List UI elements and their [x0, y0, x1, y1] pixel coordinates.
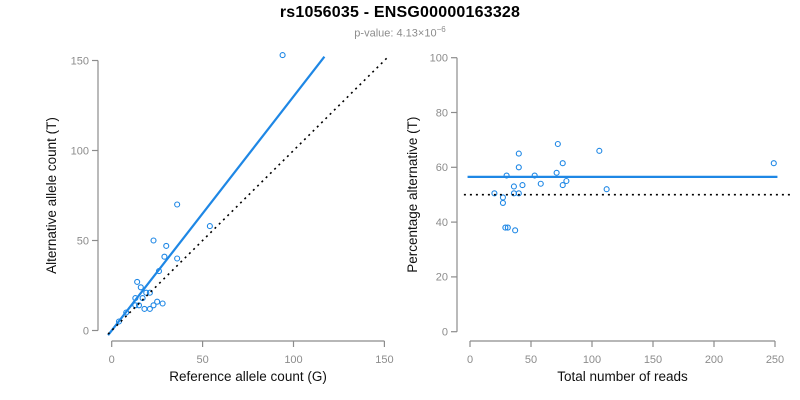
- data-point: [499, 199, 506, 206]
- left-plot: 0 50 100 150 0 50 100 150 Reference allele count…: [44, 52, 394, 384]
- data-point: [137, 284, 144, 291]
- data-point: [154, 298, 161, 305]
- left-points: [115, 52, 286, 325]
- identity-line: [107, 56, 389, 335]
- data-point: [504, 224, 511, 231]
- data-point: [519, 182, 526, 189]
- x-tick-label: 50: [196, 354, 208, 366]
- y-tick-label: 0: [442, 327, 448, 339]
- y-tick-label: 40: [436, 217, 448, 229]
- y-tick-label: 20: [436, 272, 448, 284]
- right-x-axis-title: Total number of reads: [557, 369, 688, 384]
- data-point: [515, 150, 522, 157]
- data-point: [174, 201, 181, 208]
- y-tick-label: 100: [430, 53, 448, 65]
- data-point: [146, 289, 153, 296]
- y-tick-label: 50: [77, 235, 89, 247]
- data-point: [559, 182, 566, 189]
- y-tick-label: 0: [83, 325, 89, 337]
- data-point: [510, 183, 517, 190]
- data-point: [770, 160, 777, 167]
- x-tick-label: 200: [705, 354, 723, 366]
- data-point: [134, 278, 141, 285]
- right-y-axis-title: Percentage alternative (T): [405, 117, 420, 273]
- data-point: [279, 52, 286, 59]
- data-point: [163, 242, 170, 249]
- right-x-axis: 0 50 100 150 200 250: [467, 340, 784, 366]
- data-point: [502, 224, 509, 231]
- x-tick-label: 0: [467, 354, 473, 366]
- data-point: [515, 190, 522, 197]
- y-tick-label: 80: [436, 107, 448, 119]
- data-point: [515, 164, 522, 171]
- x-tick-label: 150: [644, 354, 662, 366]
- x-tick-label: 100: [583, 354, 601, 366]
- right-y-axis: 0 20 40 60 80 100: [430, 53, 458, 339]
- data-point: [206, 223, 213, 230]
- x-tick-label: 0: [109, 354, 115, 366]
- data-point: [150, 302, 157, 309]
- x-tick-label: 100: [284, 354, 302, 366]
- data-point: [150, 237, 157, 244]
- y-tick-label: 150: [71, 55, 89, 67]
- figure-title: rs1056035 - ENSG00000163328: [279, 4, 521, 21]
- data-point: [553, 169, 560, 176]
- data-point: [537, 180, 544, 187]
- p-value-exponent: −6: [436, 25, 446, 34]
- figure-subtitle: p-value: 4.13×10−6: [0, 25, 800, 40]
- data-point: [531, 172, 538, 179]
- x-tick-label: 150: [375, 354, 393, 366]
- data-point: [554, 140, 561, 148]
- left-x-axis-title: Reference allele count (G): [169, 369, 327, 384]
- y-tick-label: 100: [71, 145, 89, 157]
- data-point: [512, 227, 519, 234]
- data-point: [159, 300, 166, 307]
- data-point: [563, 177, 570, 185]
- left-y-axis-title: Alternative allele count (T): [44, 117, 59, 274]
- data-point: [146, 305, 153, 312]
- data-point: [503, 172, 510, 179]
- p-value-text: p-value: 4.13×10: [354, 27, 437, 40]
- data-point: [141, 305, 148, 312]
- left-y-axis: 0 50 100 150: [71, 55, 99, 337]
- x-tick-label: 50: [525, 354, 537, 366]
- data-point: [499, 194, 506, 201]
- regression-line: [107, 56, 326, 336]
- data-point: [603, 186, 610, 193]
- data-point: [491, 190, 498, 197]
- data-point: [559, 160, 566, 167]
- right-points: [491, 140, 777, 234]
- y-tick-label: 60: [436, 162, 448, 174]
- data-point: [174, 255, 181, 262]
- x-tick-label: 250: [766, 354, 784, 366]
- data-point: [596, 147, 603, 154]
- right-plot: 0 20 40 60 80 100 0 50 100 150 200 250 Total number …: [405, 53, 794, 384]
- left-x-axis: 0 50 100 150: [109, 340, 394, 366]
- data-point: [161, 253, 168, 260]
